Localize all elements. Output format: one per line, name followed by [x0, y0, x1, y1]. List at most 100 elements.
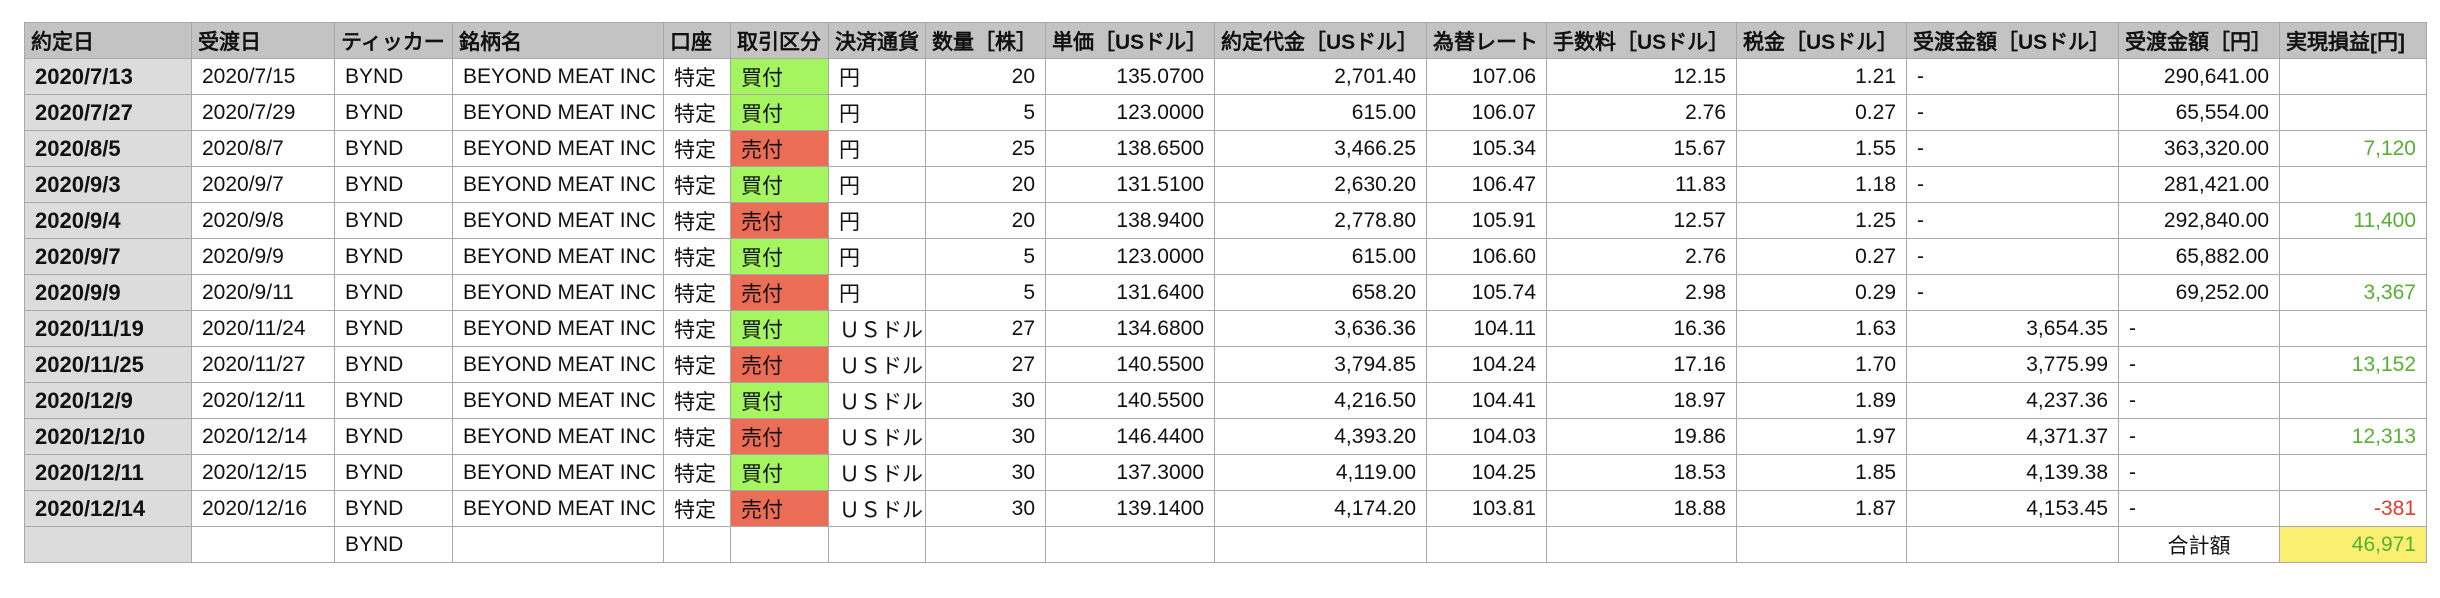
cell-quantity[interactable]: 27 [925, 346, 1046, 383]
cell-quantity[interactable]: 20 [925, 202, 1046, 239]
column-header-commission[interactable]: 手数料［USドル］ [1546, 22, 1737, 59]
cell-trade-type[interactable]: 買付 [730, 382, 829, 419]
cell-ticker[interactable]: BYND [334, 310, 453, 347]
cell-unit-price[interactable]: 134.6800 [1045, 310, 1215, 347]
cell-exchange-rate[interactable]: 105.34 [1426, 130, 1547, 167]
cell-settlement-usd[interactable]: 4,237.36 [1906, 382, 2119, 419]
cell-exchange-rate[interactable]: 106.60 [1426, 238, 1547, 275]
total-cell-trade-amount[interactable] [1214, 526, 1427, 563]
cell-settlement-date[interactable]: 2020/7/15 [191, 58, 335, 95]
cell-account[interactable]: 特定 [663, 382, 731, 419]
cell-exchange-rate[interactable]: 103.81 [1426, 490, 1547, 527]
cell-settlement-currency[interactable]: 円 [828, 202, 926, 239]
column-header-security-name[interactable]: 銘柄名 [452, 22, 664, 59]
cell-trade-amount[interactable]: 3,466.25 [1214, 130, 1427, 167]
cell-tax[interactable]: 1.55 [1736, 130, 1907, 167]
cell-settlement-usd[interactable]: - [1906, 58, 2119, 95]
cell-realized-pl[interactable]: 12,313 [2279, 418, 2427, 455]
cell-quantity[interactable]: 20 [925, 58, 1046, 95]
cell-exchange-rate[interactable]: 104.03 [1426, 418, 1547, 455]
cell-trade-date[interactable]: 2020/9/9 [24, 274, 192, 311]
cell-account[interactable]: 特定 [663, 418, 731, 455]
total-cell-trade-date[interactable] [24, 526, 192, 563]
cell-settlement-date[interactable]: 2020/9/8 [191, 202, 335, 239]
cell-tax[interactable]: 1.87 [1736, 490, 1907, 527]
cell-account[interactable]: 特定 [663, 454, 731, 491]
cell-trade-amount[interactable]: 658.20 [1214, 274, 1427, 311]
cell-exchange-rate[interactable]: 106.47 [1426, 166, 1547, 203]
cell-ticker[interactable]: BYND [334, 58, 453, 95]
cell-settlement-currency[interactable]: ＵＳドル [828, 382, 926, 419]
cell-security-name[interactable]: BEYOND MEAT INC [452, 238, 664, 275]
column-header-trade-amount[interactable]: 約定代金［USドル］ [1214, 22, 1427, 59]
cell-realized-pl[interactable] [2279, 310, 2427, 347]
cell-commission[interactable]: 18.97 [1546, 382, 1737, 419]
cell-settlement-currency[interactable]: 円 [828, 274, 926, 311]
column-header-unit-price[interactable]: 単価［USドル］ [1045, 22, 1215, 59]
cell-trade-amount[interactable]: 3,794.85 [1214, 346, 1427, 383]
cell-unit-price[interactable]: 138.9400 [1045, 202, 1215, 239]
cell-quantity[interactable]: 5 [925, 94, 1046, 131]
cell-trade-amount[interactable]: 615.00 [1214, 94, 1427, 131]
cell-settlement-jpy[interactable]: - [2118, 382, 2280, 419]
cell-settlement-jpy[interactable]: - [2118, 310, 2280, 347]
cell-security-name[interactable]: BEYOND MEAT INC [452, 202, 664, 239]
cell-unit-price[interactable]: 135.0700 [1045, 58, 1215, 95]
column-header-account[interactable]: 口座 [663, 22, 731, 59]
cell-realized-pl[interactable]: 11,400 [2279, 202, 2427, 239]
cell-quantity[interactable]: 5 [925, 238, 1046, 275]
cell-tax[interactable]: 1.85 [1736, 454, 1907, 491]
cell-ticker[interactable]: BYND [334, 94, 453, 131]
cell-account[interactable]: 特定 [663, 238, 731, 275]
cell-settlement-jpy[interactable]: 65,882.00 [2118, 238, 2280, 275]
cell-trade-date[interactable]: 2020/11/25 [24, 346, 192, 383]
cell-settlement-date[interactable]: 2020/11/27 [191, 346, 335, 383]
cell-commission[interactable]: 2.76 [1546, 238, 1737, 275]
cell-unit-price[interactable]: 139.1400 [1045, 490, 1215, 527]
cell-security-name[interactable]: BEYOND MEAT INC [452, 346, 664, 383]
cell-trade-type[interactable]: 売付 [730, 202, 829, 239]
cell-unit-price[interactable]: 138.6500 [1045, 130, 1215, 167]
cell-ticker[interactable]: BYND [334, 346, 453, 383]
cell-realized-pl[interactable] [2279, 58, 2427, 95]
cell-trade-date[interactable]: 2020/9/7 [24, 238, 192, 275]
cell-settlement-date[interactable]: 2020/11/24 [191, 310, 335, 347]
total-cell-ticker[interactable]: BYND [334, 526, 453, 563]
total-cell-commission[interactable] [1546, 526, 1737, 563]
cell-ticker[interactable]: BYND [334, 382, 453, 419]
cell-settlement-currency[interactable]: ＵＳドル [828, 454, 926, 491]
total-cell-trade-type[interactable] [730, 526, 829, 563]
cell-trade-date[interactable]: 2020/12/10 [24, 418, 192, 455]
total-cell-tax[interactable] [1736, 526, 1907, 563]
cell-trade-date[interactable]: 2020/9/4 [24, 202, 192, 239]
cell-settlement-currency[interactable]: ＵＳドル [828, 418, 926, 455]
cell-trade-date[interactable]: 2020/7/13 [24, 58, 192, 95]
cell-settlement-jpy[interactable]: 292,840.00 [2118, 202, 2280, 239]
cell-quantity[interactable]: 5 [925, 274, 1046, 311]
total-label[interactable]: 合計額 [2118, 526, 2280, 563]
cell-commission[interactable]: 15.67 [1546, 130, 1737, 167]
total-cell-settlement-date[interactable] [191, 526, 335, 563]
cell-exchange-rate[interactable]: 104.11 [1426, 310, 1547, 347]
column-header-settlement-jpy[interactable]: 受渡金額［円］ [2118, 22, 2280, 59]
cell-trade-date[interactable]: 2020/12/14 [24, 490, 192, 527]
cell-account[interactable]: 特定 [663, 58, 731, 95]
cell-commission[interactable]: 16.36 [1546, 310, 1737, 347]
cell-commission[interactable]: 2.98 [1546, 274, 1737, 311]
cell-commission[interactable]: 2.76 [1546, 94, 1737, 131]
cell-trade-type[interactable]: 売付 [730, 130, 829, 167]
cell-quantity[interactable]: 20 [925, 166, 1046, 203]
column-header-settlement-usd[interactable]: 受渡金額［USドル］ [1906, 22, 2119, 59]
cell-settlement-jpy[interactable]: - [2118, 490, 2280, 527]
total-cell-settlement-currency[interactable] [828, 526, 926, 563]
cell-settlement-usd[interactable]: 4,153.45 [1906, 490, 2119, 527]
cell-settlement-jpy[interactable]: 363,320.00 [2118, 130, 2280, 167]
cell-trade-amount[interactable]: 3,636.36 [1214, 310, 1427, 347]
cell-settlement-jpy[interactable]: - [2118, 418, 2280, 455]
cell-settlement-usd[interactable]: 3,775.99 [1906, 346, 2119, 383]
cell-trade-type[interactable]: 買付 [730, 94, 829, 131]
cell-quantity[interactable]: 30 [925, 490, 1046, 527]
cell-settlement-currency[interactable]: 円 [828, 238, 926, 275]
cell-tax[interactable]: 0.27 [1736, 94, 1907, 131]
cell-exchange-rate[interactable]: 104.41 [1426, 382, 1547, 419]
